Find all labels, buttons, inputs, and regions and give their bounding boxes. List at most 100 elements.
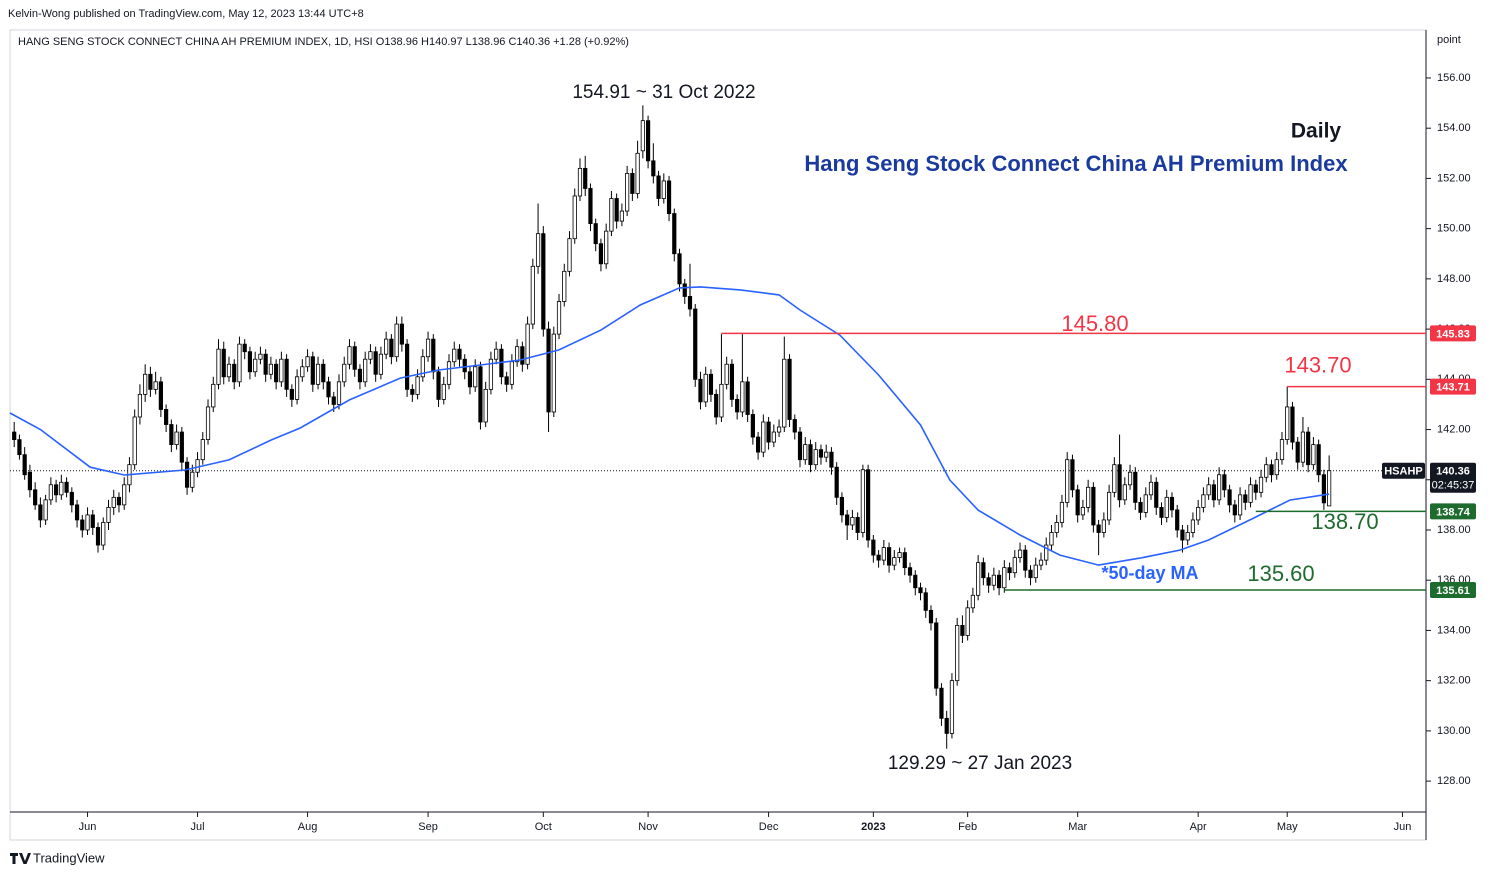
y-tick-label: 142.00 [1437, 423, 1471, 435]
candle-body [1274, 459, 1279, 476]
candle-body [158, 381, 163, 410]
candle-body [687, 296, 693, 310]
candle-body [415, 376, 420, 395]
candle-body [59, 481, 64, 496]
candle-body [897, 552, 902, 559]
candle-body [268, 363, 273, 375]
candle-body [1148, 481, 1154, 496]
candle-body [441, 383, 446, 400]
price-tag [1430, 582, 1476, 599]
candle-body [876, 554, 881, 561]
candle-body [1080, 506, 1086, 516]
candle-body [394, 323, 399, 358]
candle-body [216, 348, 221, 385]
level-annotation: 135.60 [1247, 561, 1314, 586]
candle-body [661, 180, 666, 199]
candle-body [729, 363, 735, 400]
candle-body [934, 622, 939, 689]
candle-body [326, 381, 331, 398]
candle-body [1253, 484, 1258, 493]
candle-body [1327, 470, 1332, 507]
candle-body [1096, 524, 1101, 533]
candle-body [22, 454, 27, 476]
candle-body [724, 363, 729, 385]
header: Kelvin-Wong published on TradingView.com… [8, 8, 364, 20]
candle-body [399, 323, 404, 345]
x-tick-label: Jul [191, 821, 205, 833]
candle-body [703, 373, 708, 403]
candle-body [1206, 484, 1211, 496]
countdown-label: 02:45:37 [1432, 480, 1475, 492]
candle-body [122, 484, 127, 506]
y-tick-label: 138.00 [1437, 524, 1471, 536]
candle-body [48, 484, 53, 501]
x-tick-label: Oct [535, 821, 552, 833]
candle-body [43, 499, 48, 521]
candle-body [294, 376, 300, 400]
candle-body [410, 388, 415, 395]
x-tick-label: Feb [958, 821, 977, 833]
candle-body [321, 363, 326, 383]
candle-body [1190, 519, 1196, 533]
candle-body [1169, 496, 1175, 511]
candle-body [630, 172, 635, 194]
candle-body [1059, 501, 1065, 523]
candle-body [782, 358, 787, 428]
candle-body [462, 358, 467, 373]
candle-body [583, 167, 588, 189]
candle-body [1065, 459, 1070, 503]
candle-body [1086, 486, 1091, 508]
ma-line [9, 286, 1330, 566]
candle-body [143, 373, 148, 395]
candle-body [237, 343, 242, 383]
candle-body [625, 172, 630, 212]
candle-body [478, 366, 483, 423]
candle-body [1007, 567, 1012, 574]
candle-body [153, 381, 158, 390]
candle-body [677, 253, 682, 285]
x-tick-label: Sep [418, 821, 438, 833]
candle-body [200, 439, 205, 461]
candle-body [263, 353, 268, 375]
candle-body [1038, 559, 1044, 566]
candle-body [850, 517, 855, 526]
price-tag [1430, 378, 1476, 395]
candle-body [735, 399, 740, 413]
candle-body [845, 514, 850, 526]
candle-body [1306, 431, 1311, 466]
level-annotation: 145.80 [1061, 311, 1128, 336]
candle-body [1012, 557, 1017, 574]
candle-body [923, 592, 928, 611]
candle-body [766, 421, 771, 443]
candle-body [834, 466, 839, 498]
x-tick-label: Nov [638, 821, 658, 833]
candle-body [792, 419, 797, 433]
candle-body [69, 491, 74, 506]
candle-body [1196, 506, 1201, 521]
candle-body [1112, 464, 1117, 493]
candle-body [1117, 464, 1122, 501]
candle-body [515, 346, 520, 363]
candle-body [64, 481, 69, 493]
candle-body [866, 469, 871, 541]
y-tick-label: 128.00 [1437, 775, 1471, 787]
candle-body [881, 547, 886, 561]
peak-annotation: 154.91 ~ 31 Oct 2022 [572, 82, 755, 103]
candle-body [431, 338, 436, 373]
brand-logo [10, 853, 31, 864]
candle-body [315, 363, 321, 385]
candle-body [708, 373, 714, 395]
candle-body [467, 371, 473, 388]
candle-body [452, 348, 457, 363]
chart-title: Hang Seng Stock Connect China AH Premium… [804, 151, 1348, 176]
candle-body [776, 426, 782, 433]
candle-body [95, 527, 101, 546]
candle-body [651, 160, 656, 177]
candle-body [1107, 491, 1112, 521]
candle-body [226, 363, 232, 378]
candle-body [378, 353, 384, 375]
candle-body [101, 522, 106, 546]
candle-body [253, 358, 258, 373]
candle-body [719, 383, 724, 418]
